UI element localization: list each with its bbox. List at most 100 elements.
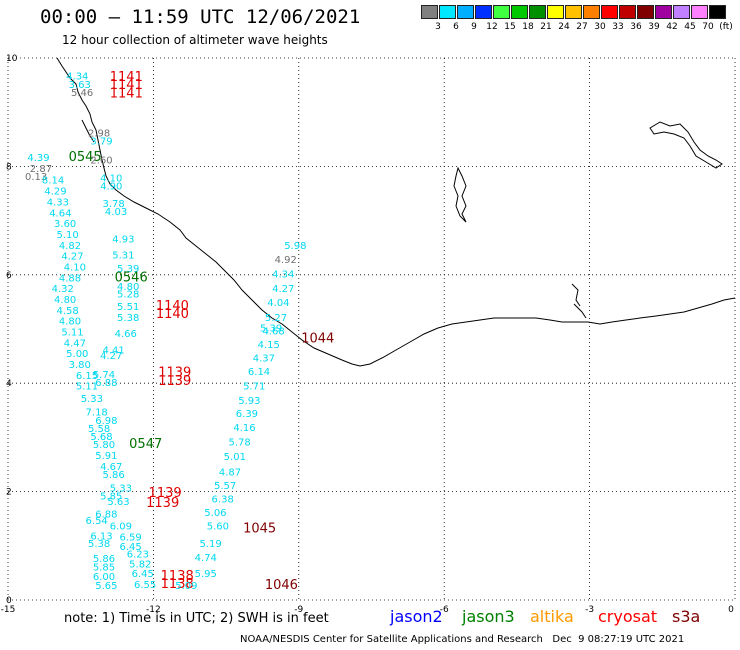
wave-height-label: 5.93 [238,396,260,407]
scale-swatch [583,5,600,19]
pass-time-label: 1140 [156,299,189,314]
scale-swatch [547,5,564,19]
wave-height-label: 4.27 [61,252,83,263]
wave-height-label: 5.71 [243,382,265,393]
y-tick-label: 2 [6,488,12,498]
scale-swatch [655,5,672,19]
page-subtitle: 12 hour collection of altimeter wave hei… [62,33,328,47]
y-tick-label: 8 [6,162,12,172]
pass-time-label: 1141 [110,87,143,102]
wave-height-label: 3.60 [54,219,76,230]
inlet-outline [573,303,587,319]
x-tick-label: -3 [585,605,594,615]
wave-height-label: 4.80 [59,317,81,328]
y-tick-label: 10 [6,54,18,64]
wave-height-label: 4.39 [27,153,49,164]
scale-swatch [565,5,582,19]
wave-height-label: 5.38 [117,313,139,324]
wave-height-label: 2.98 [88,129,110,140]
wave-height-label: 5.27 [265,313,287,324]
wave-height-label: 4.03 [105,207,127,218]
scale-label: 6 [453,22,459,32]
satellite-legend-jason3: jason3 [462,607,515,626]
wave-labels: 4.343.635.461141114111412.983.794.392.87… [25,70,334,593]
wave-height-label: 6.98 [95,416,117,427]
pass-time-label: 0546 [115,270,148,285]
headland-coast [81,119,95,143]
wave-height-label: 5.91 [95,451,117,462]
wave-height-label: 4.10 [64,262,86,273]
scale-label: 30 [594,22,606,32]
y-tick-label: 0 [6,596,12,606]
scale-label: 3 [435,22,441,32]
wave-height-label: 6.09 [110,522,132,533]
wave-height-label: 6.55 [134,580,156,591]
wave-height-label: 5.85 [100,492,122,503]
footnote: note: 1) Time is in UTC; 2) SWH is in fe… [64,611,329,626]
wave-height-label: 5.78 [229,438,251,449]
scale-label: 15 [504,22,516,32]
wave-height-label: 4.82 [59,241,81,252]
wave-height-label: 6.15 [76,371,98,382]
scale-swatch [709,5,726,19]
pass-time-label: 1141 [110,78,143,93]
wave-height-label: 4.64 [49,208,71,219]
wave-height-label: 8.14 [42,176,64,187]
wave-height-label: 5.95 [195,569,217,580]
wave-height-label: 5.82 [129,559,151,570]
wave-height-label: 4.34 [66,72,88,83]
wave-height-label: 6.88 [95,510,117,521]
wave-height-label: 5.09 [175,581,197,592]
scale-swatch [673,5,690,19]
scale-label: 36 [630,22,642,32]
pass-time-label: 1139 [158,366,191,381]
scale-label: (ft) [719,22,733,32]
wave-height-label: 6.23 [127,550,149,561]
pass-time-label: 1138 [161,577,194,592]
pass-time-label: 1138 [161,569,194,584]
wave-height-label: 0.13 [25,172,47,183]
wave-height-label: 3.80 [69,360,91,371]
wave-height-label: 4.37 [253,354,275,365]
scale-label: 24 [558,22,570,32]
wave-height-label: 5.39 [117,264,139,275]
y-tick-label: 6 [6,271,12,281]
wave-height-label: 7.18 [86,408,108,419]
scale-swatch [637,5,654,19]
wave-height-label: 5.33 [81,394,103,405]
wave-height-label: 4.58 [56,306,78,317]
scale-label: 39 [648,22,660,32]
wave-height-label: 5.33 [110,484,132,495]
wave-height-label: 5.58 [88,424,110,435]
wave-height-label: 5.46 [71,88,93,99]
wave-height-label: 4.41 [103,345,125,356]
scale-swatch [493,5,510,19]
scale-swatch [475,5,492,19]
wave-height-label: 5.68 [90,432,112,443]
pass-time-label: 1139 [146,496,179,511]
pass-time-label: 1046 [265,578,298,593]
wave-height-label: 5.51 [117,302,139,313]
wave-height-label: 3.63 [69,80,91,91]
scale-swatch [439,5,456,19]
scale-label: 18 [522,22,534,32]
pass-time-label: 1139 [149,486,182,501]
x-tick-label: -12 [146,605,161,615]
wave-height-label: 4.80 [117,282,139,293]
wave-height-label: 5.85 [93,563,115,574]
color-scale-legend: 3 6 9 12 15 18 21 24 27 30 33 36 39 42 45 70 (ft) [421,5,735,35]
wave-height-label: 5.38 [88,539,110,550]
pass-time-label: 0547 [129,437,162,452]
pass-time-label: 0545 [69,150,102,165]
scale-swatch [511,5,528,19]
wave-height-label: 4.66 [115,329,137,340]
wave-height-label: 4.32 [52,284,74,295]
coastline [56,57,736,367]
scale-label: 27 [576,22,588,32]
pass-time-label: 1045 [243,521,276,536]
pass-time-label: 1140 [156,307,189,322]
wave-height-label: 5.10 [56,230,78,241]
wave-height-label: 5.31 [112,251,134,262]
scale-label: 33 [612,22,624,32]
wave-height-label: 5.65 [95,581,117,592]
